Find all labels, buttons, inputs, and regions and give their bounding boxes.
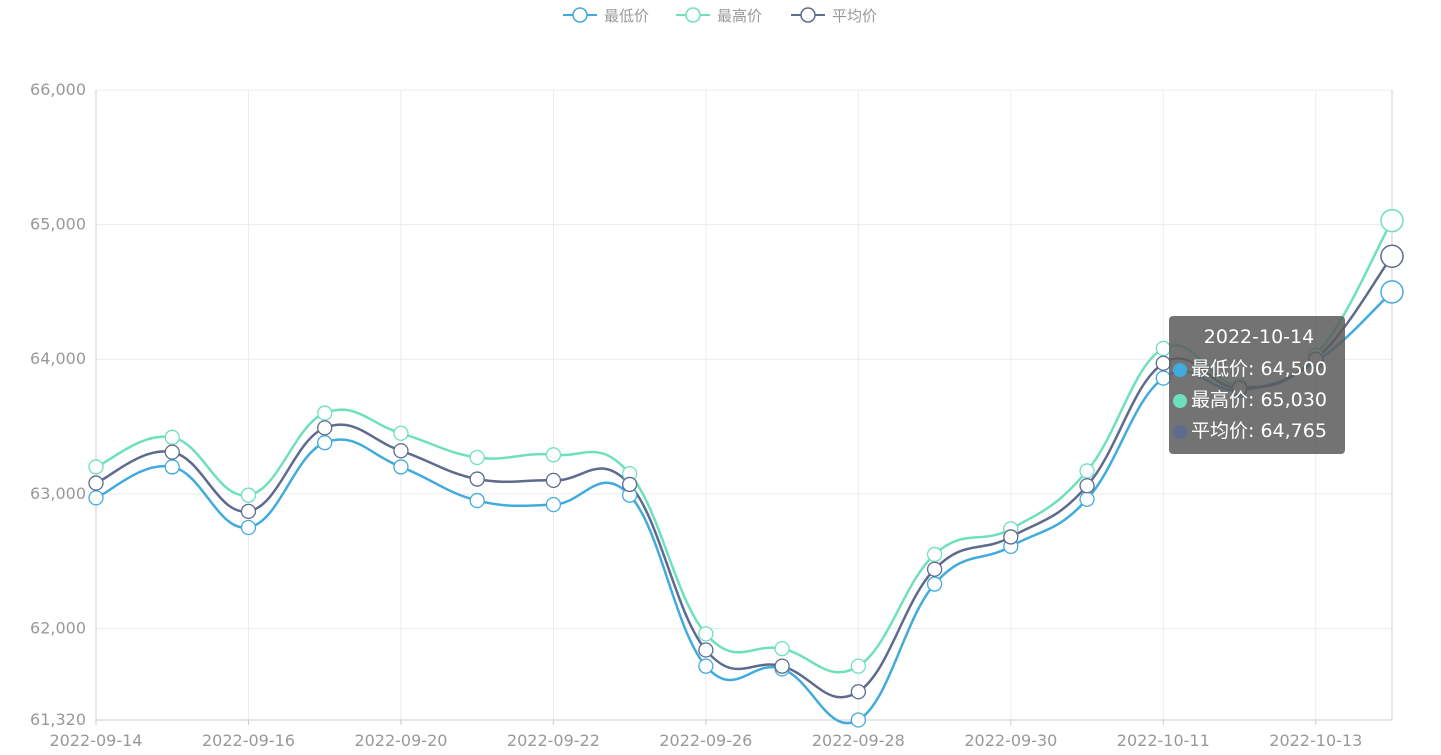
tooltip-dot-low <box>1173 362 1187 377</box>
data-point[interactable] <box>469 449 485 466</box>
legend-marker <box>685 7 701 23</box>
legend-label: 最高价 <box>717 7 762 25</box>
data-point[interactable] <box>545 496 562 513</box>
data-point[interactable] <box>621 476 638 493</box>
data-point[interactable] <box>545 447 562 463</box>
data-point[interactable] <box>774 658 790 674</box>
data-points <box>88 208 1404 728</box>
x-tick-label: 2022-10-11 <box>1117 731 1210 750</box>
data-point[interactable] <box>926 576 943 592</box>
legend-label: 最低价 <box>604 7 649 25</box>
tooltip-label-low: 最低价: 64,500 <box>1191 358 1327 380</box>
data-point[interactable] <box>1079 491 1095 507</box>
series-lines <box>95 219 1394 725</box>
grid-lines <box>95 89 1392 721</box>
data-point[interactable] <box>1079 463 1095 479</box>
tooltip-label-high: 最高价: 65,030 <box>1191 389 1327 411</box>
legend-item-0[interactable]: 最低价 <box>563 7 649 25</box>
x-tick-label: 2022-09-30 <box>964 731 1057 750</box>
tooltip-title: 2022-10-14 <box>1203 326 1315 348</box>
data-point[interactable] <box>1380 280 1404 304</box>
x-tick-label: 2022-09-28 <box>812 731 905 750</box>
data-point[interactable] <box>850 684 867 700</box>
data-point[interactable] <box>393 459 409 475</box>
tooltip-label-avg: 平均价: 64,765 <box>1191 420 1327 442</box>
data-point[interactable] <box>317 405 333 421</box>
data-point[interactable] <box>88 459 104 475</box>
data-point[interactable] <box>1079 478 1095 494</box>
legend-marker <box>800 7 816 23</box>
data-point[interactable] <box>698 658 714 674</box>
tooltip-row-avg: 平均价: 64,765 <box>1173 416 1337 447</box>
data-point[interactable] <box>393 443 409 459</box>
data-point[interactable] <box>850 712 867 728</box>
data-point[interactable] <box>926 546 943 563</box>
data-point[interactable] <box>88 475 104 491</box>
data-point[interactable] <box>774 641 790 657</box>
y-tick-label: 63,000 <box>30 484 86 503</box>
legend-item-1[interactable]: 最高价 <box>676 7 762 25</box>
y-tick-label: 61,320 <box>30 710 86 729</box>
legend-label: 平均价 <box>832 7 877 25</box>
data-point[interactable] <box>240 487 257 503</box>
data-point[interactable] <box>1380 208 1404 233</box>
tooltip-row-low: 最低价: 64,500 <box>1173 354 1337 385</box>
data-point[interactable] <box>1380 244 1404 268</box>
x-tick-label: 2022-09-20 <box>354 731 447 750</box>
tooltip-dot-high <box>1173 393 1187 408</box>
x-tick-label: 2022-09-22 <box>507 731 600 750</box>
legend[interactable]: 最低价 最高价 平均价 <box>563 7 877 25</box>
data-point[interactable] <box>88 490 104 506</box>
data-point[interactable] <box>1003 529 1019 545</box>
data-point[interactable] <box>164 429 180 445</box>
x-tick-label: 2022-09-16 <box>202 731 295 750</box>
y-tick-label: 62,000 <box>30 618 86 637</box>
legend-marker <box>572 7 588 23</box>
data-point[interactable] <box>240 519 257 536</box>
x-tick-label: 2022-09-14 <box>50 731 143 750</box>
data-point[interactable] <box>164 459 180 475</box>
data-point[interactable] <box>317 435 333 451</box>
tooltip-row-high: 最高价: 65,030 <box>1173 385 1337 416</box>
data-point[interactable] <box>393 425 409 441</box>
y-tick-label: 66,000 <box>30 80 86 99</box>
data-point[interactable] <box>317 420 333 436</box>
x-tick-label: 2022-09-26 <box>659 731 752 750</box>
data-point[interactable] <box>164 444 180 460</box>
axes: 61,320 62,000 63,000 64,000 65,000 66,000 2022… <box>30 80 1393 750</box>
data-point[interactable] <box>698 642 714 658</box>
data-point[interactable] <box>698 626 714 642</box>
legend-item-2[interactable]: 平均价 <box>791 7 877 25</box>
x-tick-label: 2022-10-13 <box>1269 731 1362 750</box>
data-point[interactable] <box>926 561 943 577</box>
y-tick-label: 65,000 <box>30 215 86 234</box>
tooltip: 2022-10-14 最低价: 64,500 最高价: 65,030 平均价: … <box>1169 316 1345 454</box>
data-point[interactable] <box>545 472 562 489</box>
tooltip-dot-avg <box>1173 424 1187 439</box>
data-point[interactable] <box>850 658 867 674</box>
data-point[interactable] <box>469 471 485 487</box>
y-tick-label: 64,000 <box>30 349 86 368</box>
data-point[interactable] <box>469 492 485 509</box>
data-point[interactable] <box>240 503 257 519</box>
